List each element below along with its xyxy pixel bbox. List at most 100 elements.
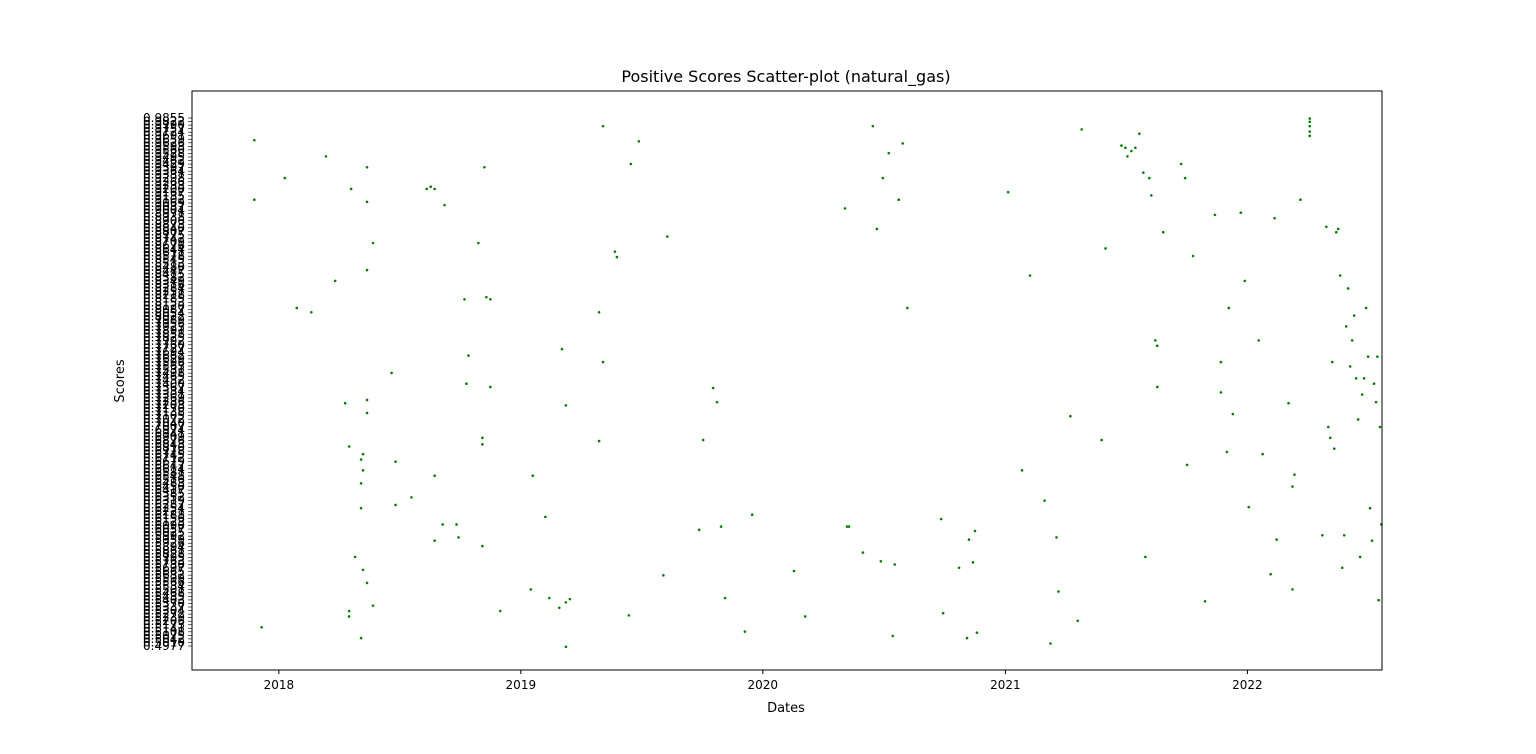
y-tick-label: 0.9167 — [143, 185, 185, 199]
data-point — [429, 185, 432, 189]
data-point — [1356, 418, 1360, 421]
data-point — [881, 176, 885, 180]
y-tick-label: 0.6548 — [143, 469, 185, 483]
data-point — [957, 566, 961, 570]
data-point — [1374, 400, 1378, 404]
data-point — [467, 354, 470, 357]
y-tick-label: 0.6909 — [143, 430, 185, 444]
data-point — [463, 298, 466, 301]
data-point — [544, 515, 547, 519]
y-tick-label: 0.8251 — [143, 285, 185, 299]
data-point — [1358, 555, 1362, 559]
data-point — [1308, 120, 1312, 124]
y-tick-label: 0.7891 — [143, 324, 185, 338]
y-tick-label: 0.5173 — [143, 618, 185, 632]
y-tick-label: 0.7596 — [143, 356, 185, 370]
y-tick-label: 0.6647 — [143, 458, 185, 472]
data-point — [719, 525, 723, 528]
y-tick-label: 0.5304 — [143, 604, 185, 618]
data-point — [489, 385, 492, 389]
y-tick-label: 0.9004 — [143, 203, 185, 217]
y-tick-label: 0.7923 — [143, 320, 185, 334]
x-tick-label: 2018 — [264, 678, 295, 692]
data-point — [967, 538, 971, 541]
data-point — [861, 551, 865, 554]
y-tick-label: 0.5697 — [143, 561, 185, 575]
data-point — [1161, 230, 1165, 234]
y-tick-label: 0.9364 — [143, 164, 185, 178]
y-tick-label: 0.5926 — [143, 536, 185, 550]
data-point — [843, 207, 847, 210]
data-point — [1366, 355, 1370, 358]
y-tick-label: 0.8284 — [143, 281, 185, 295]
data-point — [477, 241, 480, 245]
data-point — [1368, 506, 1372, 510]
data-point — [1287, 401, 1290, 405]
y-tick-label: 0.8971 — [143, 207, 185, 221]
y-tick-label: 0.6876 — [143, 433, 185, 447]
data-point — [425, 187, 428, 191]
y-tick-label: 0.8022 — [143, 309, 185, 323]
data-point — [1378, 425, 1382, 429]
data-point — [597, 310, 601, 314]
data-point — [1144, 555, 1147, 559]
data-point — [433, 187, 436, 191]
y-tick-label: 0.6679 — [143, 455, 185, 469]
data-point — [433, 539, 436, 542]
y-tick-label: 0.9233 — [143, 178, 185, 192]
data-point — [1149, 194, 1153, 197]
y-tick-label: 0.8087 — [143, 302, 185, 316]
data-point — [893, 563, 897, 566]
y-tick-label: 0.5042 — [143, 632, 185, 646]
data-point — [1291, 588, 1294, 591]
y-tick-label: 0.5010 — [143, 635, 185, 649]
y-tick-label: 0.8873 — [143, 217, 185, 231]
data-point — [973, 529, 977, 533]
y-tick-label: 0.7138 — [143, 405, 185, 419]
data-point — [1350, 339, 1354, 342]
y-tick-label: 0.7432 — [143, 373, 185, 387]
data-point — [697, 528, 701, 532]
y-tick-label: 0.9331 — [143, 168, 185, 182]
data-point — [1225, 450, 1229, 454]
y-tick-label: 0.5108 — [143, 625, 185, 639]
y-tick-label: 0.7825 — [143, 331, 185, 345]
y-tick-label: 0.8382 — [143, 270, 185, 284]
y-tick-label: 0.7694 — [143, 345, 185, 359]
data-point — [1179, 162, 1183, 166]
data-point — [901, 142, 904, 145]
y-tick-label: 0.6843 — [143, 437, 185, 451]
data-point — [1100, 438, 1103, 442]
y-tick-label: 0.5075 — [143, 628, 185, 642]
data-point — [1049, 642, 1052, 645]
data-point — [347, 609, 351, 613]
y-tick-label: 0.8611 — [143, 246, 185, 260]
data-point — [879, 559, 883, 563]
y-tick-label: 0.7269 — [143, 391, 185, 405]
data-point — [1325, 225, 1328, 229]
y-tick-label: 0.6352 — [143, 490, 185, 504]
y-tick-label: 0.9037 — [143, 200, 185, 214]
y-tick-label: 0.6090 — [143, 519, 185, 533]
y-tick-label: 0.8513 — [143, 256, 185, 270]
y-tick-label: 0.7301 — [143, 387, 185, 401]
y-tick-label: 0.5206 — [143, 614, 185, 628]
data-point — [394, 460, 397, 463]
y-tick-label: 0.9659 — [143, 132, 185, 146]
data-point — [457, 536, 460, 539]
data-point — [1247, 505, 1251, 509]
data-point — [253, 138, 256, 142]
y-tick-label: 0.4977 — [143, 639, 185, 653]
y-tick-label: 0.9495 — [143, 150, 185, 164]
data-point — [365, 200, 369, 204]
y-tick-label: 0.5501 — [143, 582, 185, 596]
y-tick-label: 0.5632 — [143, 568, 185, 582]
data-point — [601, 124, 605, 128]
y-tick-label: 0.7367 — [143, 380, 185, 394]
y-tick-label: 0.8676 — [143, 239, 185, 253]
data-point — [613, 250, 617, 253]
y-tick-label: 0.5534 — [143, 579, 185, 593]
data-point — [353, 555, 357, 559]
data-point — [1370, 539, 1374, 542]
